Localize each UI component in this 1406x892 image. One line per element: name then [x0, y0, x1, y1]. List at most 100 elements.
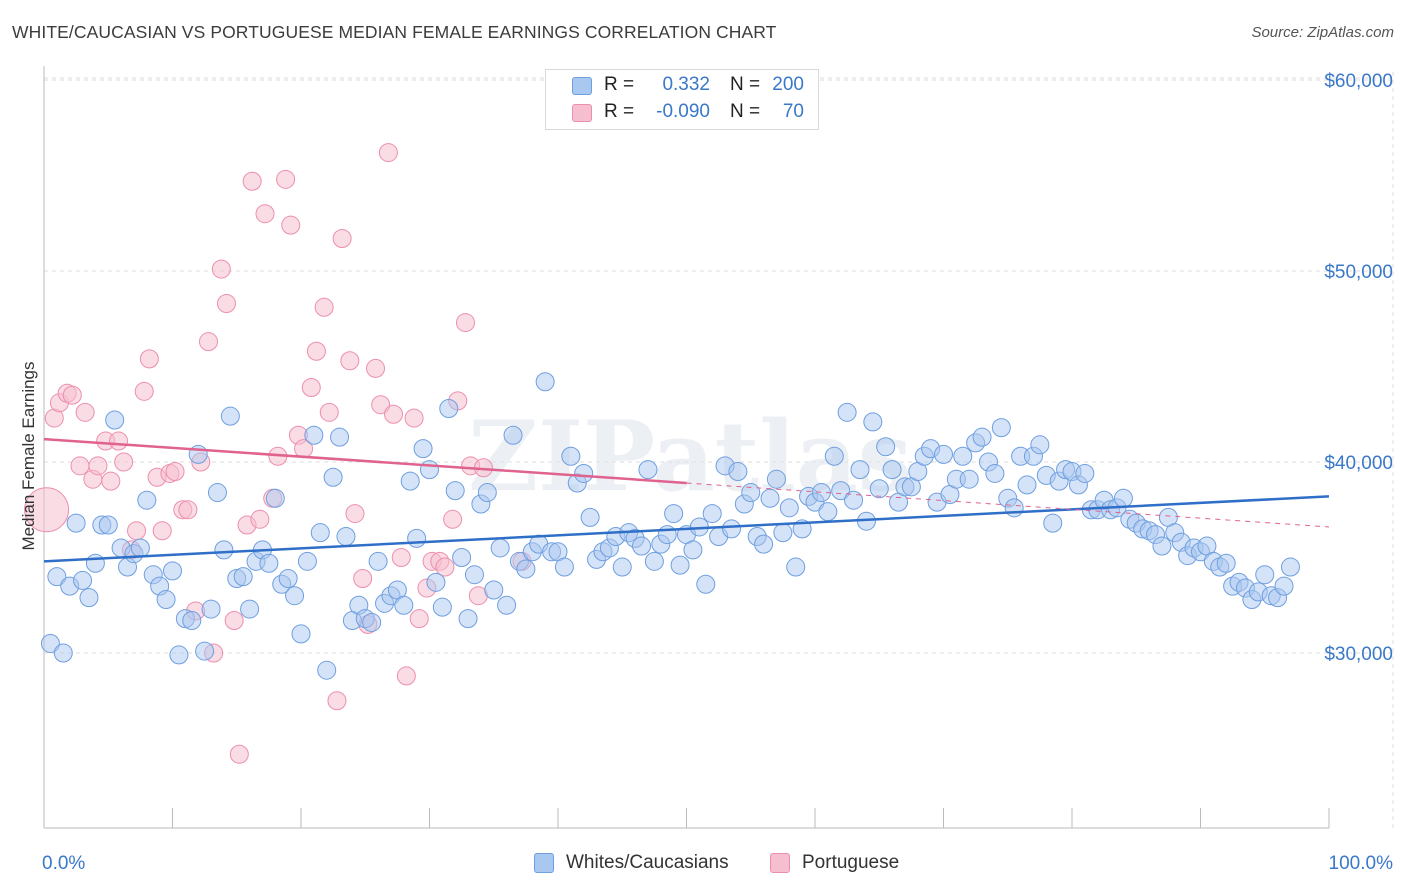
r-value: 0.332	[662, 74, 710, 95]
white-point	[1004, 498, 1024, 518]
white-point	[420, 460, 439, 480]
chart-title: WHITE/CAUCASIAN VS PORTUGUESE MEDIAN FEM…	[12, 22, 777, 42]
white-point	[201, 599, 221, 619]
n-label: N =	[730, 101, 761, 122]
portuguese-point	[70, 456, 90, 476]
white-point	[882, 460, 902, 480]
white-point	[163, 561, 182, 581]
y-axis-label: Median Female Earnings	[19, 362, 38, 551]
white-point	[317, 660, 337, 680]
white-point	[991, 418, 1011, 438]
legend-label: Portuguese	[802, 852, 900, 873]
portuguese-point	[409, 609, 429, 629]
portuguese-points	[24, 143, 532, 764]
white-point	[612, 557, 632, 577]
portuguese-point	[127, 521, 147, 541]
white-point	[105, 410, 125, 430]
white-point	[310, 523, 330, 543]
white-point	[516, 559, 536, 579]
white-point	[786, 557, 806, 577]
white-point	[259, 553, 279, 573]
white-point	[1017, 475, 1037, 495]
portuguese-point	[109, 431, 129, 451]
white-point	[432, 597, 452, 617]
blue-swatch	[572, 77, 592, 95]
white-point	[285, 586, 305, 606]
portuguese-point	[250, 509, 270, 529]
portuguese-point	[88, 456, 108, 476]
legend-row-portuguese: R = -0.090 N = 70	[546, 101, 818, 127]
white-point	[580, 507, 600, 527]
white-point	[297, 551, 317, 571]
portuguese-point	[216, 293, 236, 313]
pink-swatch	[770, 853, 790, 873]
white-point	[818, 502, 838, 522]
white-point	[490, 538, 510, 558]
white-point	[831, 481, 851, 501]
white-point	[664, 504, 684, 524]
r-label: R =	[604, 101, 635, 122]
white-point	[195, 641, 215, 661]
portuguese-point	[75, 402, 95, 422]
white-point	[766, 469, 786, 489]
portuguese-point	[152, 521, 172, 541]
n-value: 200	[772, 74, 804, 95]
white-point	[503, 425, 523, 445]
portuguese-point	[211, 259, 231, 279]
portuguese-point	[435, 557, 455, 577]
correlation-legend: R = 0.332 N = 200 R = -0.090 N = 70	[545, 69, 819, 130]
white-point	[439, 399, 459, 419]
white-point	[850, 460, 870, 480]
white-point	[670, 555, 690, 575]
portuguese-point	[255, 204, 275, 224]
portuguese-trend-extension	[686, 482, 1330, 528]
white-point	[953, 446, 973, 466]
portuguese-point	[101, 471, 121, 491]
white-point	[1075, 463, 1095, 483]
white-point	[98, 515, 118, 535]
white-point	[1216, 553, 1236, 573]
axes	[43, 66, 1330, 829]
portuguese-point	[345, 504, 365, 524]
white-point	[477, 483, 497, 503]
white-point	[1043, 513, 1063, 533]
n-label: N =	[730, 74, 761, 95]
white-point	[426, 572, 446, 592]
white-point	[137, 490, 157, 510]
portuguese-point	[224, 611, 244, 631]
portuguese-point	[314, 297, 334, 317]
portuguese-point	[139, 349, 159, 369]
white-point	[47, 567, 67, 587]
portuguese-point	[178, 500, 198, 520]
white-point	[207, 483, 227, 503]
portuguese-point	[134, 381, 154, 401]
white-point	[844, 490, 864, 510]
portuguese-point	[353, 569, 373, 589]
portuguese-point	[455, 313, 475, 333]
y-tick-label: $50,000	[1324, 262, 1393, 283]
white-point	[265, 488, 285, 508]
white-point	[1113, 488, 1133, 508]
white-point	[323, 467, 343, 487]
portuguese-trend-line	[43, 437, 687, 485]
white-point	[561, 446, 581, 466]
white-point	[760, 488, 780, 508]
portuguese-point	[198, 332, 218, 352]
white-point	[330, 427, 350, 447]
y-tick-label: $30,000	[1324, 644, 1393, 665]
white-point	[169, 645, 189, 665]
white-point	[394, 595, 414, 615]
portuguese-point	[24, 487, 70, 533]
blue-swatch	[534, 853, 554, 873]
white-point	[1030, 435, 1050, 455]
white-point	[876, 437, 896, 457]
portuguese-point	[229, 744, 249, 764]
tick-labels: $30,000 $40,000 $50,000 $60,000 0.0% 100.0%	[42, 71, 1393, 874]
white-point	[220, 406, 240, 426]
portuguese-point	[319, 402, 339, 422]
white-point	[728, 462, 748, 482]
portuguese-point	[301, 378, 321, 398]
x-tick-label-start: 0.0%	[42, 853, 85, 874]
portuguese-point	[242, 171, 262, 191]
